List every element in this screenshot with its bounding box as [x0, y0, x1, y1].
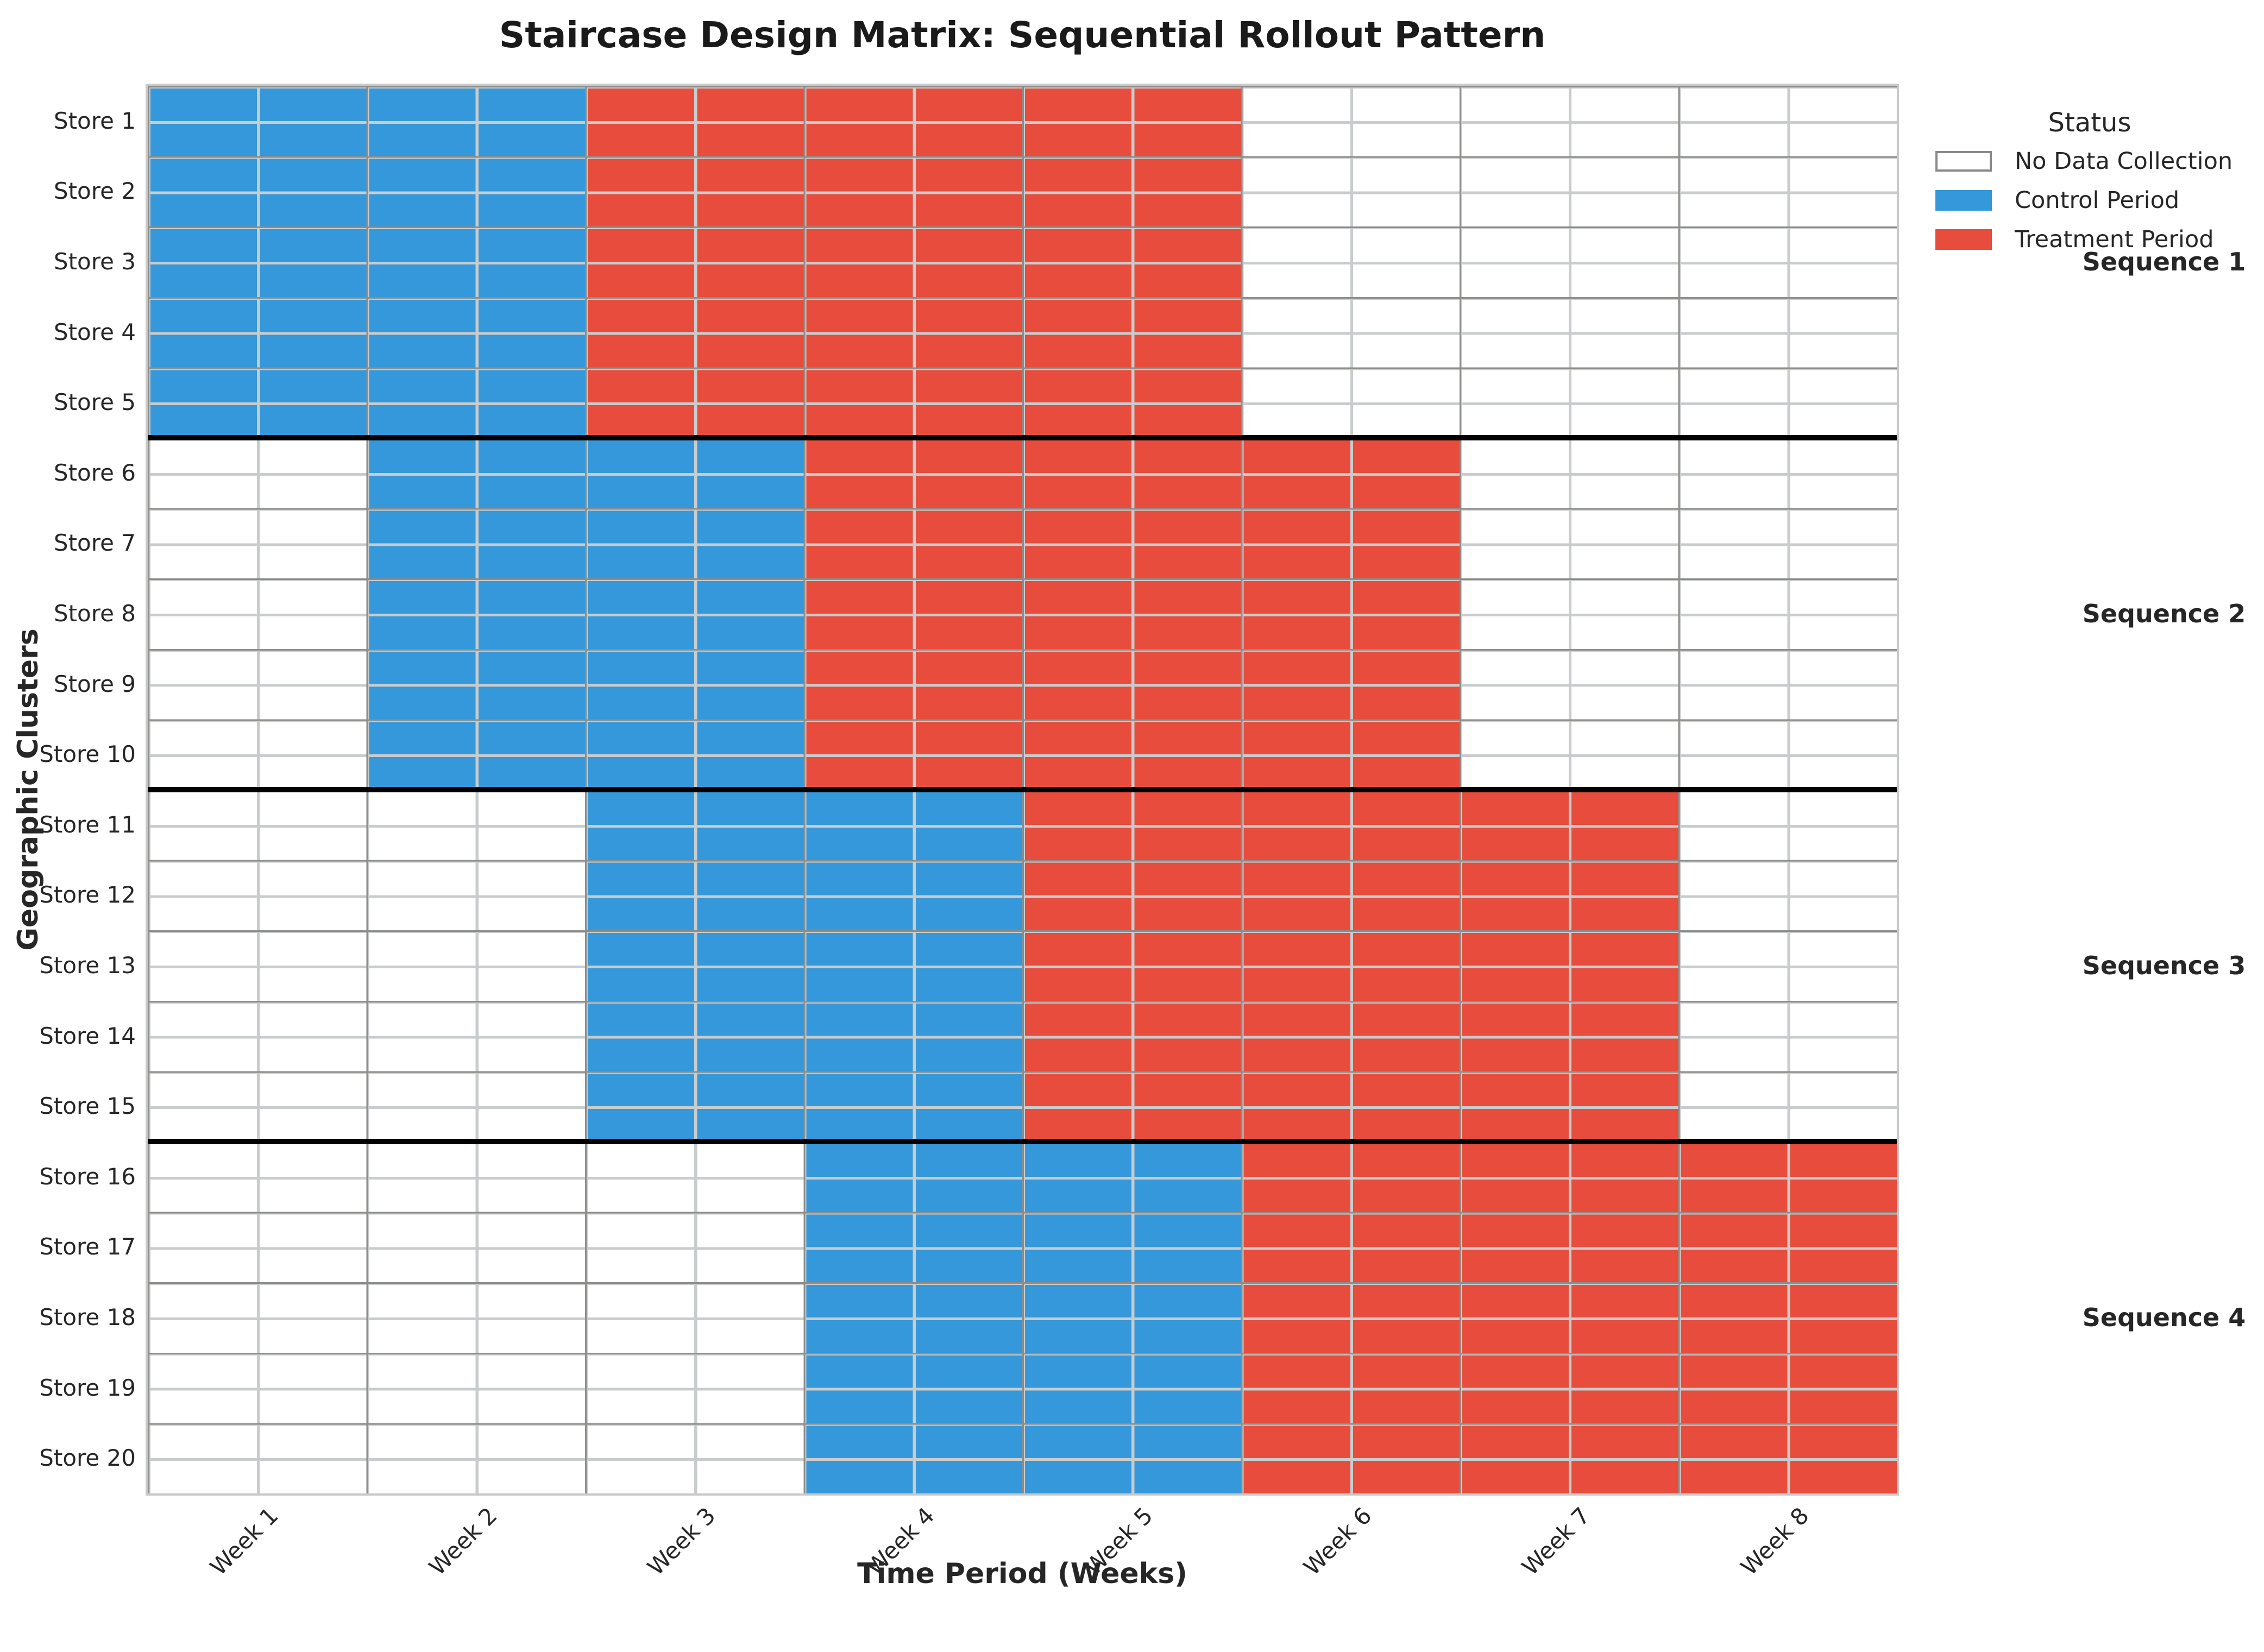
heatmap-plot-area [146, 84, 1899, 1496]
x-axis-title: Time Period (Weeks) [857, 1558, 1187, 1590]
y-tick-label: Store 20 [39, 1445, 136, 1472]
figure: Staircase Design Matrix: Sequential Roll… [12, 14, 2246, 1590]
legend-item: Treatment Period [1935, 220, 2232, 259]
y-tick-label: Store 10 [39, 741, 136, 768]
legend-swatch-icon [1935, 229, 1992, 250]
legend: No Data Collection Control Period Treatmen… [1935, 142, 2232, 259]
legend-item-label: Treatment Period [2015, 226, 2214, 253]
y-tick-label: Store 11 [39, 811, 136, 838]
y-tick-label: Store 4 [53, 318, 136, 345]
legend-item: No Data Collection [1935, 142, 2232, 181]
x-tick-label: Week 1 [205, 1502, 284, 1581]
y-tick-label: Store 19 [39, 1374, 136, 1401]
y-tick-label: Store 7 [53, 529, 136, 557]
y-tick-label: Store 8 [53, 600, 136, 627]
sequence-band-label: Sequence 1 [2082, 247, 2246, 276]
chart-title: Staircase Design Matrix: Sequential Roll… [499, 14, 1546, 56]
sequence-separator-line [148, 787, 1897, 792]
x-tick-label: Week 7 [1517, 1502, 1595, 1581]
y-tick-label: Store 14 [39, 1022, 136, 1049]
y-tick-label: Store 12 [39, 881, 136, 909]
x-tick-label: Week 2 [424, 1502, 502, 1581]
y-tick-label: Store 13 [39, 952, 136, 979]
y-tick-label: Store 1 [53, 107, 136, 134]
sequence-band-label: Sequence 3 [2082, 951, 2246, 980]
y-tick-label: Store 3 [53, 248, 136, 275]
sequence-band-label: Sequence 4 [2082, 1303, 2246, 1332]
y-tick-label: Store 5 [53, 389, 136, 416]
x-tick-label: Week 8 [1735, 1502, 1814, 1581]
sequence-band-label: Sequence 2 [2082, 599, 2246, 628]
y-tick-label: Store 2 [53, 178, 136, 205]
legend-swatch-icon [1935, 190, 1992, 211]
legend-item-label: No Data Collection [2015, 148, 2233, 175]
legend-swatch-icon [1935, 151, 1992, 172]
y-tick-label: Store 15 [39, 1093, 136, 1120]
y-tick-label: Store 17 [39, 1233, 136, 1260]
y-tick-label: Store 6 [53, 459, 136, 486]
y-tick-label: Store 18 [39, 1304, 136, 1331]
y-axis-title: Geographic Clusters [12, 628, 45, 951]
sequence-separator-line [148, 435, 1897, 440]
y-tick-label: Store 16 [39, 1163, 136, 1190]
legend-item-label: Control Period [2015, 187, 2180, 214]
y-tick-label: Store 9 [53, 670, 136, 697]
sequence-separator-line [148, 1139, 1897, 1144]
legend-title: Status [2048, 108, 2131, 138]
legend-item: Control Period [1935, 181, 2232, 220]
